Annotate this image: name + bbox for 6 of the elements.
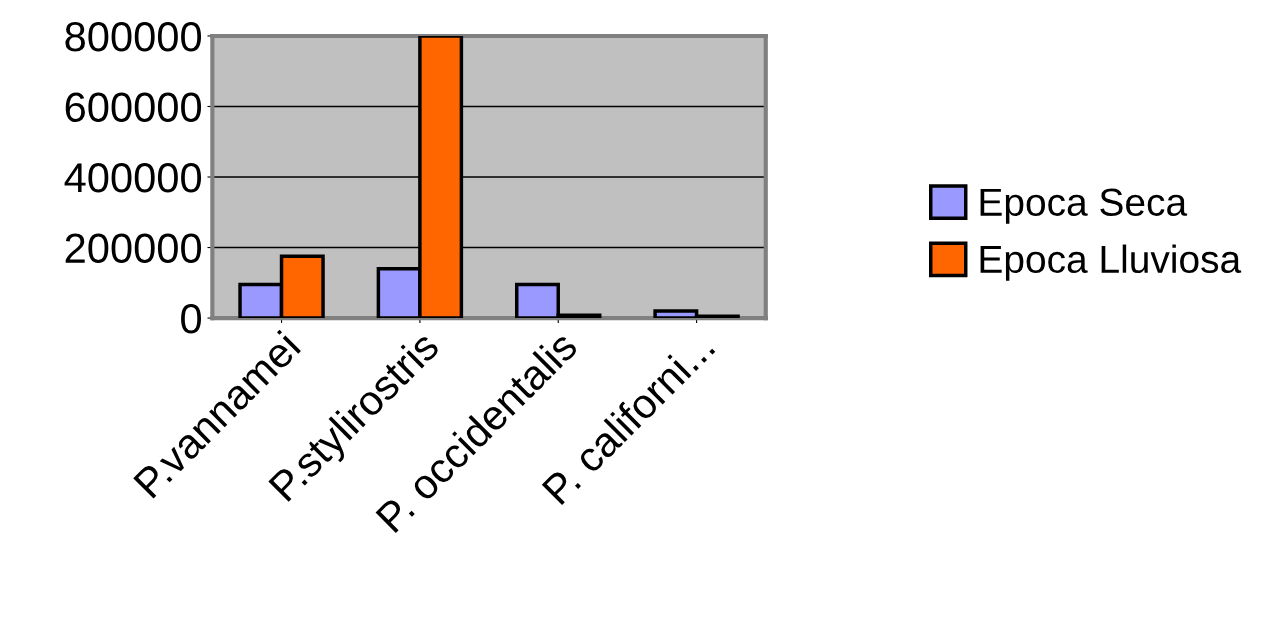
- y-tick-label: 800000: [65, 21, 202, 52]
- y-tick-label: 600000: [65, 92, 202, 122]
- y-tick-label: 400000: [64, 163, 202, 193]
- y-tick-label: 200000: [65, 233, 202, 264]
- legend-label: Epoca Seca: [980, 188, 1188, 224]
- legend-label: Epoca Lluviosa: [980, 244, 1242, 281]
